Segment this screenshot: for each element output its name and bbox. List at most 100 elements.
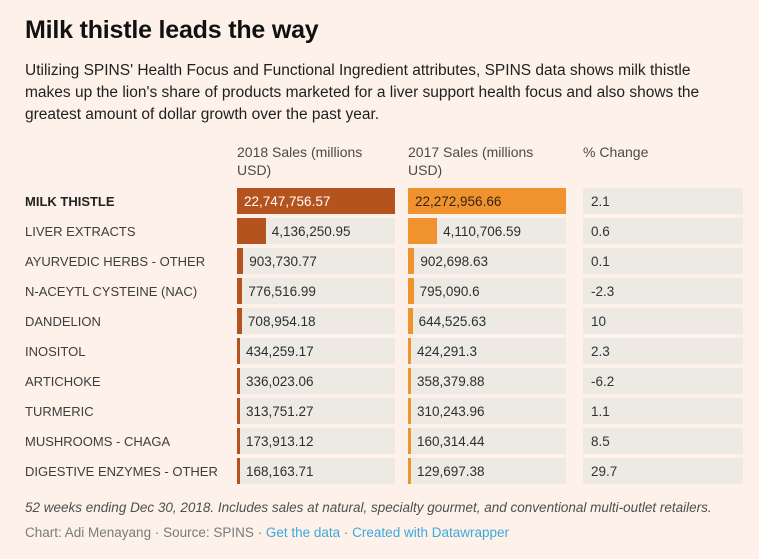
row-label: TURMERIC (25, 403, 94, 419)
bar-2017 (408, 188, 566, 214)
chart-subtitle: Utilizing SPINS' Health Focus and Functi… (25, 62, 700, 123)
row-label: AYURVEDIC HERBS - OTHER (25, 253, 206, 269)
table-row: DIGESTIVE ENZYMES - OTHER 168,163.71 129,6… (25, 458, 743, 484)
pct-change-cell: 1.1 (583, 398, 743, 424)
bar-2017 (408, 398, 411, 424)
column-header-pct-change: % Change (583, 144, 649, 160)
row-label: INOSITOL (25, 343, 86, 359)
bar-2018 (237, 338, 241, 364)
value-label: 4,110,706.59 (443, 223, 521, 239)
column-header-2017: 2017 Sales (millions USD) (408, 144, 534, 178)
row-label: DANDELION (25, 313, 101, 329)
table-row: MILK THISTLE 22,747,756.57 22,272,956.66 2.… (25, 188, 743, 214)
bar-2017 (408, 278, 414, 304)
sales-2018-cell: 173,913.12 (237, 428, 395, 454)
pct-change-cell: -6.2 (583, 368, 743, 394)
table-row: MUSHROOMS - CHAGA 173,913.12 160,314.44 8.5 (25, 428, 743, 454)
pct-change-cell: -2.3 (583, 278, 743, 304)
value-label: 902,698.63 (420, 253, 488, 269)
chart-container: Milk thistle leads the way Utilizing SPI… (25, 16, 743, 540)
sales-2018-cell: 336,023.06 (237, 368, 395, 394)
pct-change-cell: 2.3 (583, 338, 743, 364)
sales-2017-cell: 795,090.6 (408, 278, 566, 304)
credit-text: Chart: Adi Menayang · Source: SPINS · (25, 524, 266, 540)
row-label: MUSHROOMS - CHAGA (25, 433, 171, 449)
footnote: 52 weeks ending Dec 30, 2018. Includes s… (25, 500, 712, 515)
bar-2017 (408, 248, 415, 274)
sales-2017-cell: 644,525.63 (408, 308, 566, 334)
value-label: 22,272,956.66 (415, 193, 502, 209)
value-label: 903,730.77 (249, 253, 317, 269)
sales-2018-cell: 4,136,250.95 (237, 218, 395, 244)
value-label: 434,259.17 (246, 343, 314, 359)
bar-2017 (408, 458, 411, 484)
bar-2017 (408, 428, 411, 454)
bar-2017 (408, 338, 411, 364)
value-label: 644,525.63 (418, 313, 487, 329)
value-label: 129,697.38 (417, 463, 485, 479)
value-label: 173,913.12 (246, 433, 314, 449)
sales-2017-cell: 358,379.88 (408, 368, 566, 394)
bar-2017 (408, 218, 438, 244)
datawrapper-link[interactable]: Created with Datawrapper (352, 524, 509, 540)
credit-separator: · (340, 524, 353, 540)
bar-2018 (237, 278, 243, 304)
row-label: ARTICHOKE (25, 373, 101, 389)
table-rows: MILK THISTLE 22,747,756.57 22,272,956.66 2.… (25, 188, 743, 484)
sales-2017-cell: 22,272,956.66 (408, 188, 566, 214)
pct-change-cell: 29.7 (583, 458, 743, 484)
value-label: 424,291.3 (417, 343, 478, 359)
sales-2018-cell: 776,516.99 (237, 278, 395, 304)
sales-2018-cell: 903,730.77 (237, 248, 395, 274)
column-header-2018: 2018 Sales (millions USD) (237, 144, 363, 178)
sales-2017-cell: 310,243.96 (408, 398, 566, 424)
bar-2017 (408, 308, 413, 334)
value-label: 795,090.6 (419, 283, 480, 299)
chart-title: Milk thistle leads the way (25, 16, 319, 44)
table-row: DANDELION 708,954.18 644,525.63 10 (25, 308, 743, 334)
sales-2018-cell: 313,751.27 (237, 398, 395, 424)
sales-2017-cell: 129,697.38 (408, 458, 566, 484)
value-label: 708,954.18 (247, 313, 316, 329)
pct-change-cell: 0.6 (583, 218, 743, 244)
bar-2018 (237, 308, 242, 334)
pct-change-cell: 2.1 (583, 188, 743, 214)
row-label: MILK THISTLE (25, 193, 115, 209)
table-row: ARTICHOKE 336,023.06 358,379.88 -6.2 (25, 368, 743, 394)
table-row: N-ACEYTL CYSTEINE (NAC) 776,516.99 795,090… (25, 278, 743, 304)
bar-2018 (237, 188, 395, 214)
bar-2017 (408, 368, 411, 394)
get-the-data-link[interactable]: Get the data (265, 524, 341, 540)
table-row: AYURVEDIC HERBS - OTHER 903,730.77 902,698… (25, 248, 743, 274)
bar-2018 (237, 248, 244, 274)
sales-2018-cell: 434,259.17 (237, 338, 395, 364)
pct-change-cell: 8.5 (583, 428, 743, 454)
value-label: 310,243.96 (417, 403, 485, 419)
table-row: LIVER EXTRACTS 4,136,250.95 4,110,706.59 0.… (25, 218, 743, 244)
pct-change-cell: 0.1 (583, 248, 743, 274)
sales-2017-cell: 902,698.63 (408, 248, 566, 274)
value-label: 336,023.06 (246, 373, 314, 389)
value-label: 358,379.88 (417, 373, 485, 389)
pct-change-cell: 10 (583, 308, 743, 334)
row-label: LIVER EXTRACTS (25, 223, 136, 239)
sales-2017-cell: 424,291.3 (408, 338, 566, 364)
table-row: TURMERIC 313,751.27 310,243.96 1.1 (25, 398, 743, 424)
value-label: 22,747,756.57 (244, 193, 331, 209)
bar-2018 (237, 368, 240, 394)
sales-2017-cell: 4,110,706.59 (408, 218, 566, 244)
column-header-row: 2018 Sales (millions USD) 2017 Sales (mi… (25, 144, 743, 179)
sales-2018-cell: 22,747,756.57 (237, 188, 395, 214)
value-label: 160,314.44 (417, 433, 485, 449)
sales-2017-cell: 160,314.44 (408, 428, 566, 454)
bar-2018 (237, 218, 266, 244)
bar-2018 (237, 458, 240, 484)
row-label: DIGESTIVE ENZYMES - OTHER (25, 463, 218, 479)
value-label: 168,163.71 (246, 463, 314, 479)
value-label: 776,516.99 (248, 283, 316, 299)
bar-table: 2018 Sales (millions USD) 2017 Sales (mi… (25, 144, 743, 484)
table-row: INOSITOL 434,259.17 424,291.3 2.3 (25, 338, 743, 364)
sales-2018-cell: 708,954.18 (237, 308, 395, 334)
credit-line: Chart: Adi Menayang · Source: SPINS · Ge… (25, 525, 743, 540)
bar-2018 (237, 428, 240, 454)
